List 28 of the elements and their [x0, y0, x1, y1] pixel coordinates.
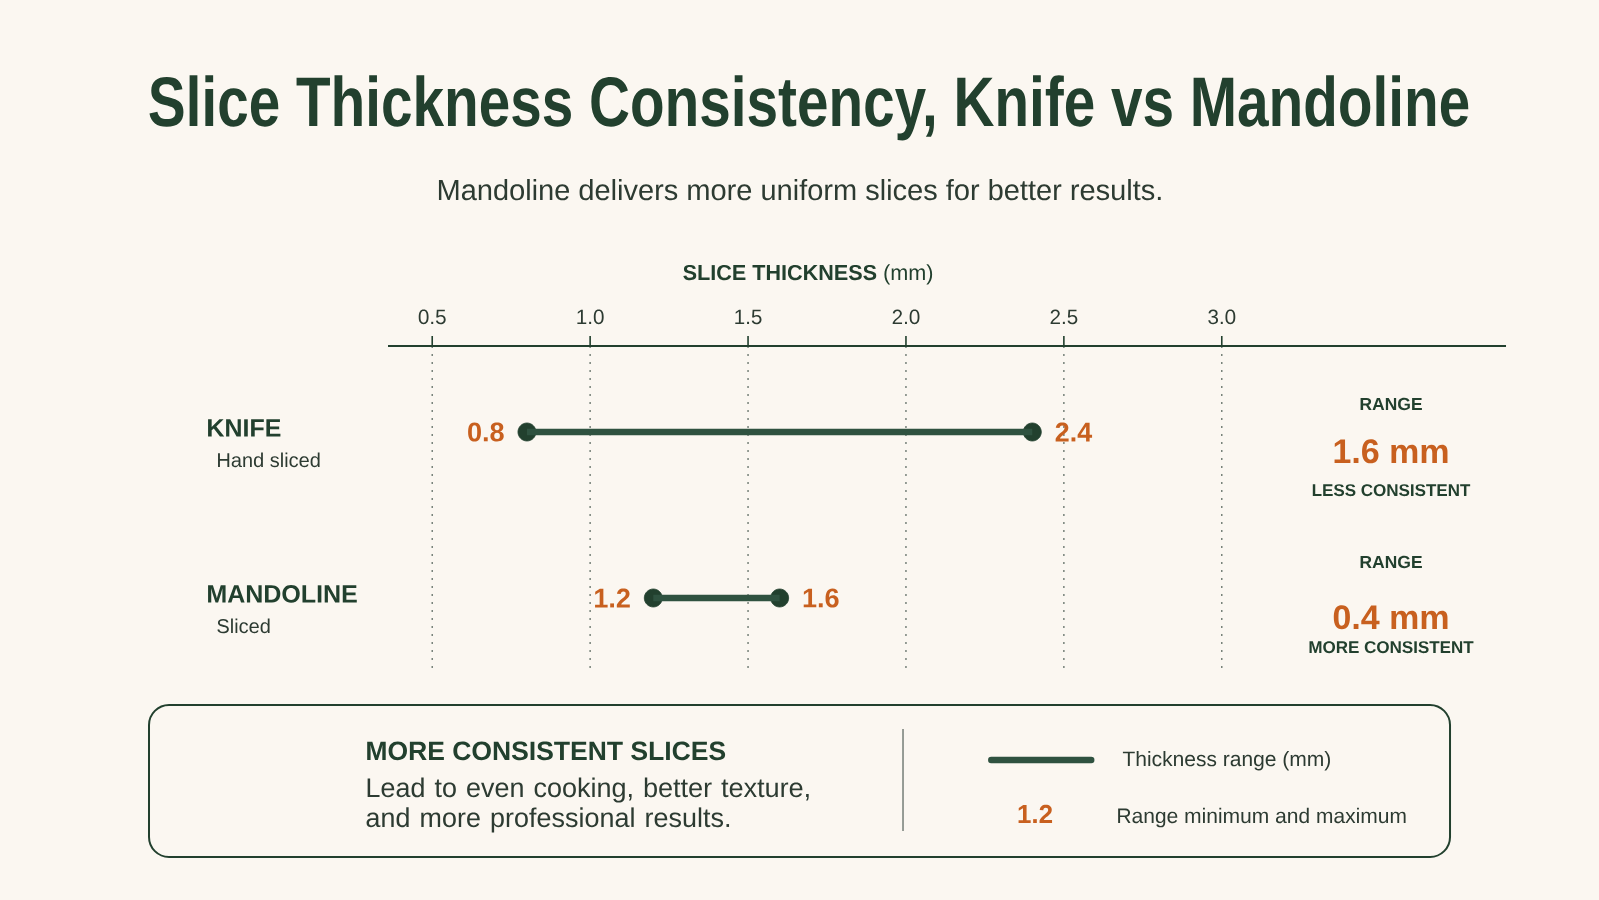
text: Lead to even cooking, better texture, and more professional results.	[366, 777, 809, 833]
x-tick-label: 2.5	[1050, 309, 1078, 325]
x-tick-label: 2.0	[892, 309, 920, 325]
x-tick-label: 3.0	[1208, 309, 1236, 325]
text: Range minimum and maximum	[1118, 807, 1406, 828]
x-tick-label: 0.5	[418, 309, 446, 325]
y-tick-label: KNIFE	[208, 419, 281, 437]
annotation: RANGE	[1360, 555, 1422, 569]
x-tick-label: 1.0	[577, 309, 604, 325]
text: Sliced	[217, 618, 270, 634]
annotation: MORE CONSISTENT	[1309, 641, 1474, 654]
x-axis-title: SLICE THICKNESS (mm)	[683, 264, 933, 285]
data-label: 0.4 mm	[1333, 605, 1448, 630]
annotation: RANGE	[1360, 397, 1422, 411]
y-tick-label: MANDOLINE	[208, 585, 357, 603]
data-label: 1.6 mm	[1334, 439, 1448, 464]
legend-label: Thickness range (mm)	[1122, 750, 1330, 771]
data-label: 0.8	[468, 422, 504, 442]
text: Hand sliced	[218, 452, 320, 468]
data-label: 2.4	[1055, 422, 1093, 442]
annotation: LESS CONSISTENT	[1312, 484, 1471, 497]
chart-title: Slice Thickness Consistency, Knife vs Mandoline	[149, 75, 1469, 141]
text: MORE CONSISTENT SLICES	[367, 741, 726, 761]
chart-subtitle: Mandoline delivers more uniform slices for better results.	[438, 178, 1161, 201]
x-tick-label: 1.5	[735, 309, 762, 325]
data-label: 1.2	[595, 588, 630, 608]
data-label: 1.6	[803, 588, 839, 608]
text: 1.2	[1018, 804, 1053, 823]
